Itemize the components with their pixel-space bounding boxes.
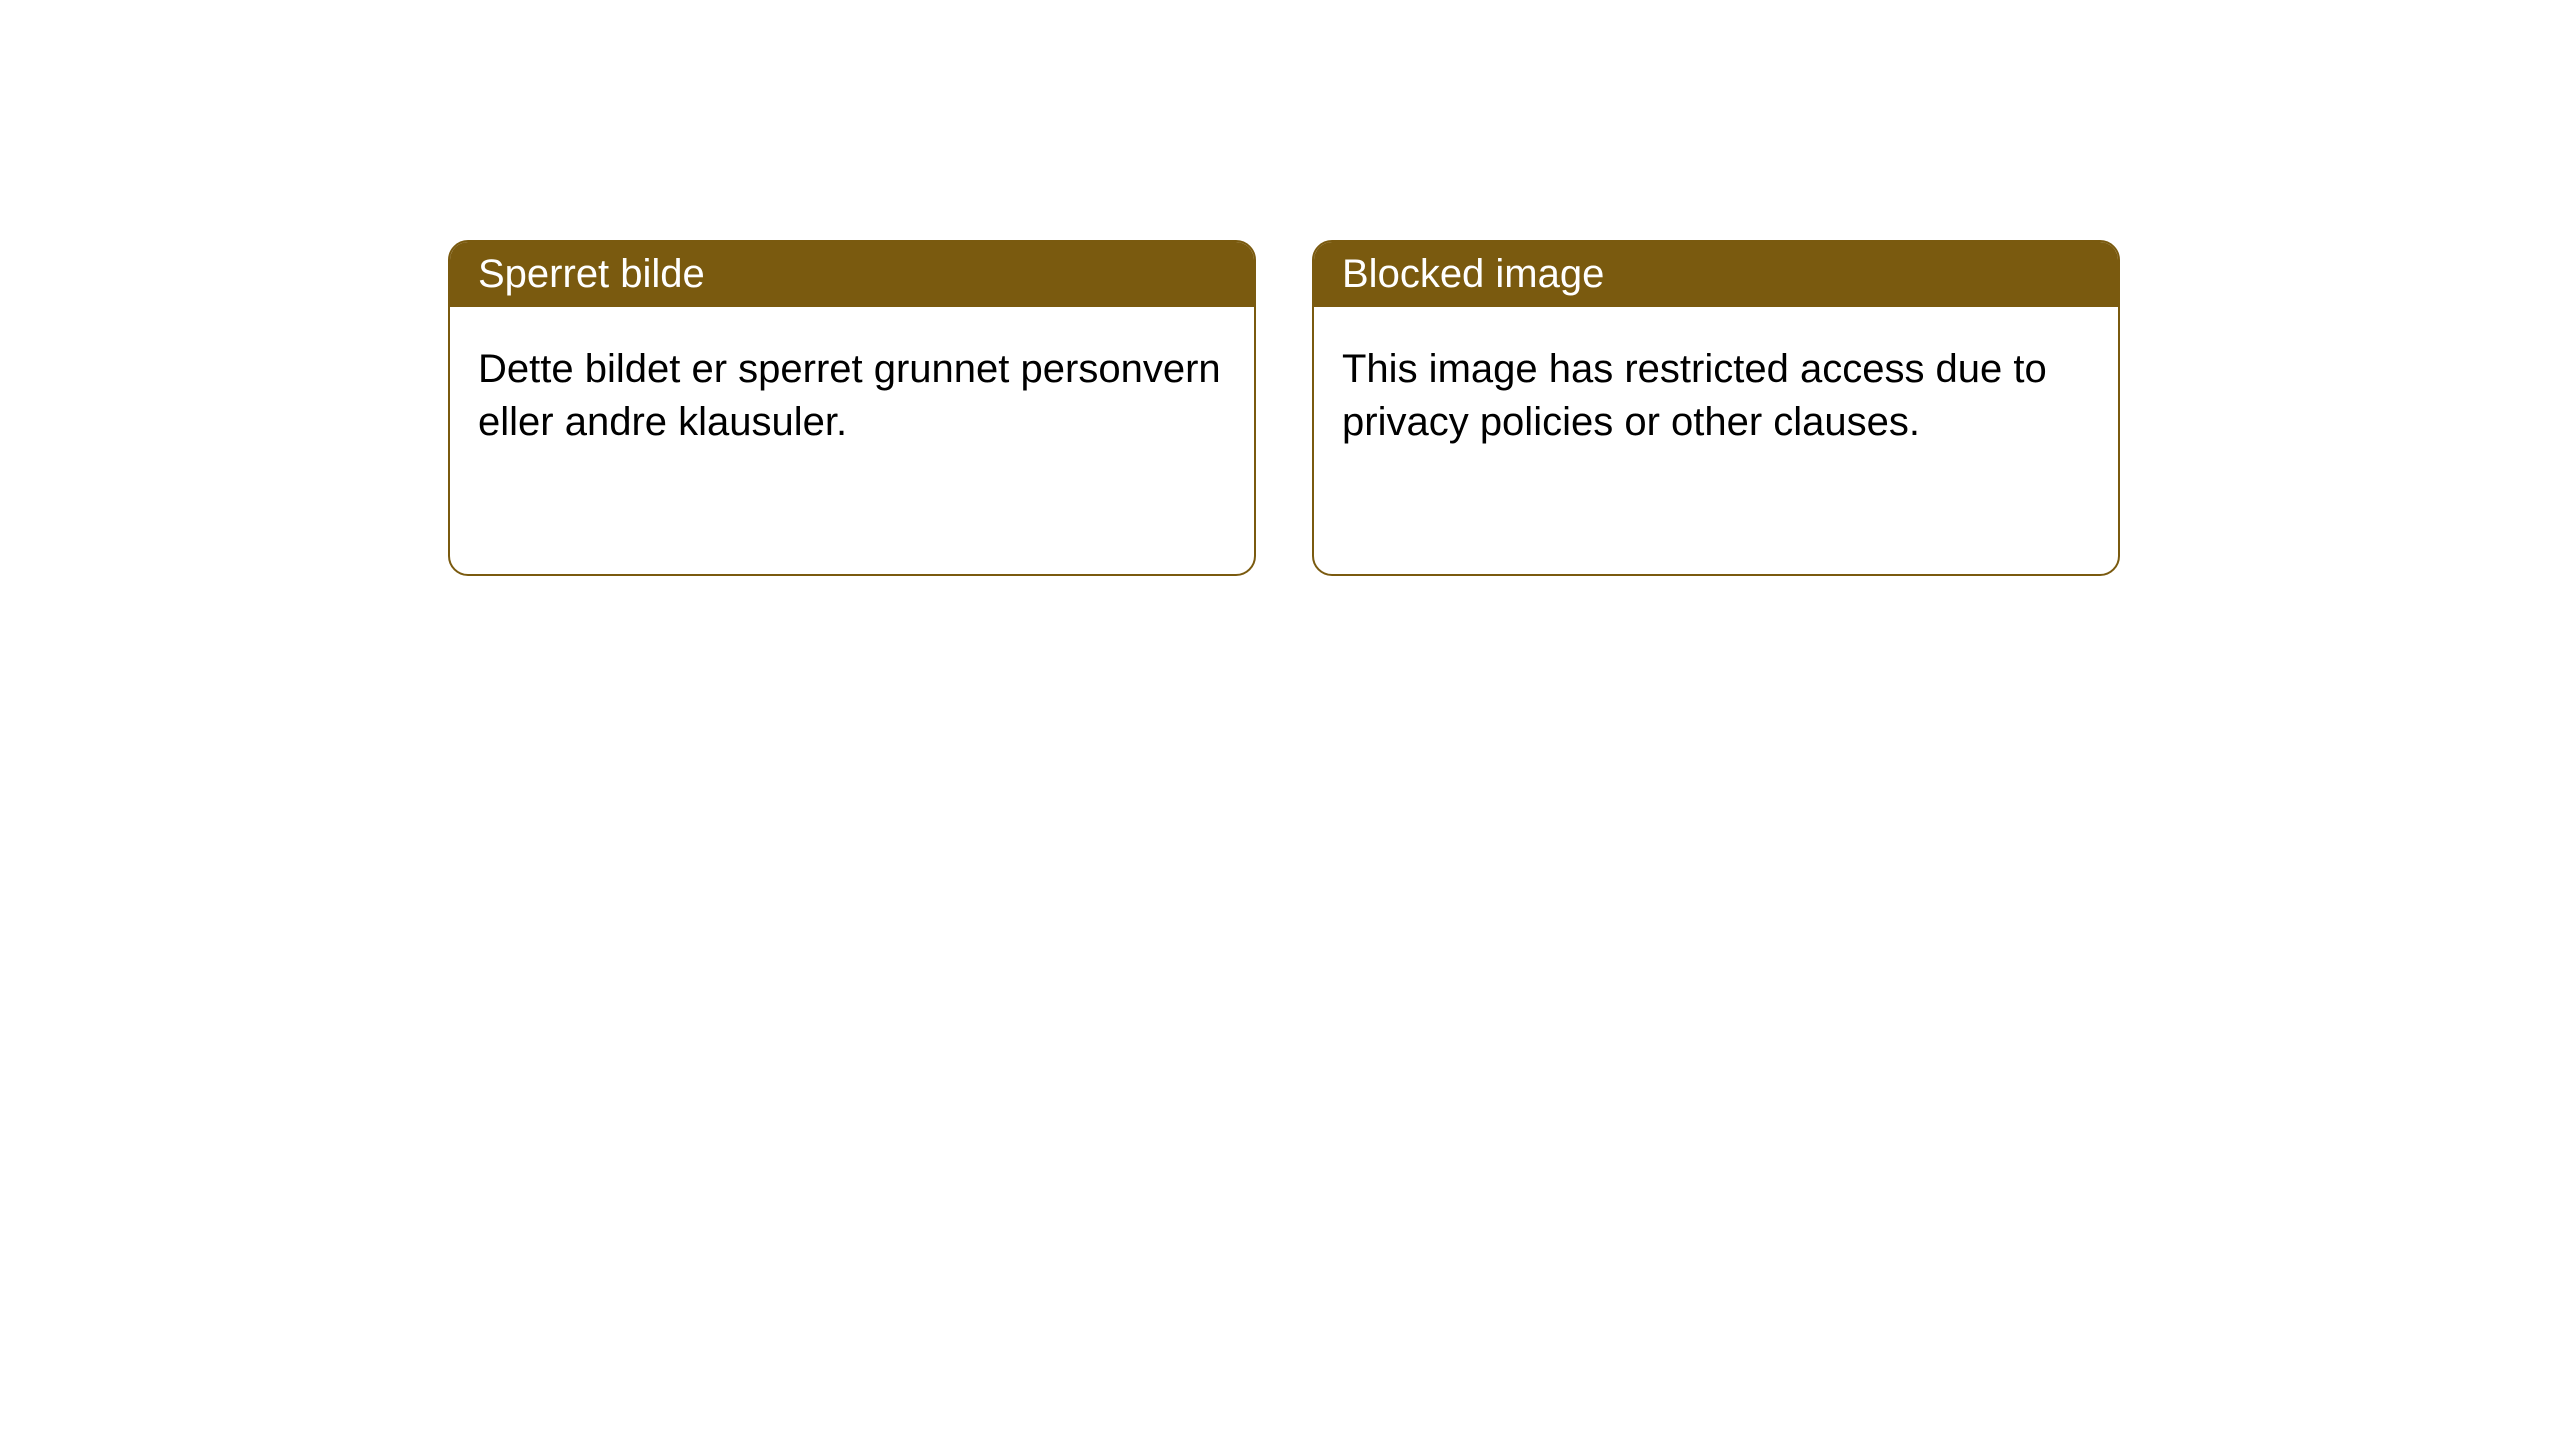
card-body: Dette bildet er sperret grunnet personve… — [450, 307, 1254, 485]
card-body: This image has restricted access due to … — [1314, 307, 2118, 485]
card-title: Sperret bilde — [450, 242, 1254, 307]
notice-cards-row: Sperret bilde Dette bildet er sperret gr… — [0, 0, 2560, 576]
notice-card-english: Blocked image This image has restricted … — [1312, 240, 2120, 576]
notice-card-norwegian: Sperret bilde Dette bildet er sperret gr… — [448, 240, 1256, 576]
card-title: Blocked image — [1314, 242, 2118, 307]
